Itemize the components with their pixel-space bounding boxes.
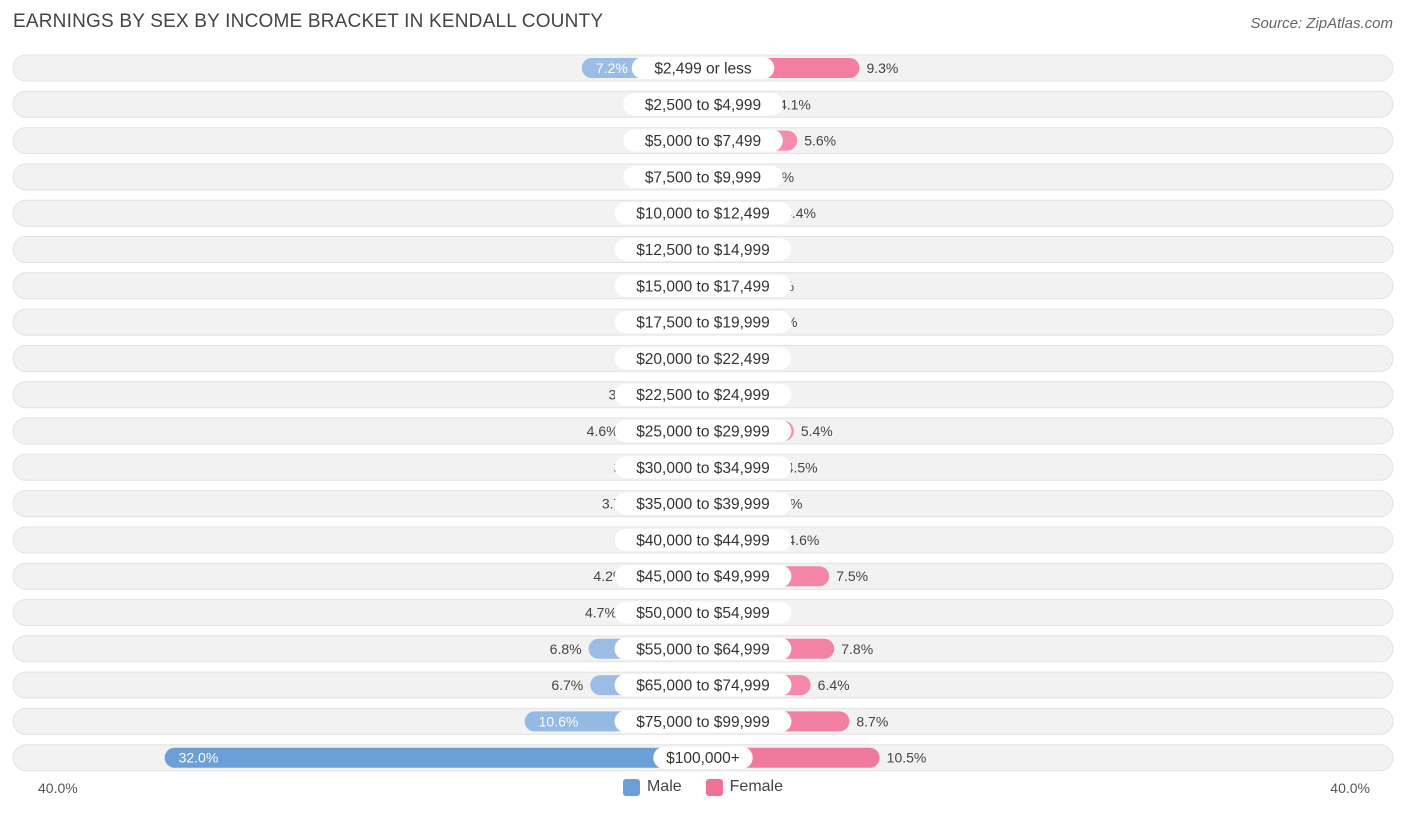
category-pill xyxy=(614,565,792,588)
bar-row: 3.7%3.6%$35,000 to $39,999 xyxy=(12,490,1394,518)
value-label-male: 7.2% xyxy=(596,60,628,76)
bar-row: 3.3%1.8%$22,500 to $24,999 xyxy=(12,381,1394,409)
value-label-female: 9.3% xyxy=(866,60,898,76)
legend-swatch-female xyxy=(705,778,723,796)
category-pill xyxy=(631,57,775,79)
category-label: $2,500 to $4,999 xyxy=(645,97,761,114)
bar-row: 6.7% 6.4% $65,000 to $74,999 xyxy=(12,671,1394,699)
bar-row: 1.8%4.4%$10,000 to $12,499 xyxy=(12,199,1394,227)
category-label: $55,000 to $64,999 xyxy=(636,641,770,658)
value-label-female: 6.4% xyxy=(818,677,850,693)
category-pill xyxy=(614,274,792,297)
value-label-male: 32.0% xyxy=(179,750,219,766)
legend-item-female[interactable]: Female xyxy=(705,778,784,796)
category-pill xyxy=(614,637,792,660)
legend-label-female: Female xyxy=(729,778,784,795)
category-label: $17,500 to $19,999 xyxy=(636,315,770,332)
value-label-female: 7.5% xyxy=(836,568,868,584)
category-label: $35,000 to $39,999 xyxy=(636,496,770,513)
value-label-female: 8.7% xyxy=(856,713,888,729)
bar-male[interactable] xyxy=(164,747,704,768)
chart-title: EARNINGS BY SEX BY INCOME BRACKET IN KEN… xyxy=(13,11,604,32)
category-label: $40,000 to $44,999 xyxy=(636,532,770,549)
value-label-male: 6.8% xyxy=(550,641,582,657)
category-pill xyxy=(614,528,792,551)
category-pill xyxy=(614,674,792,697)
bar-row: 6.8% 7.8% $55,000 to $64,999 xyxy=(12,635,1394,663)
bar-row: 3.0%4.5%$30,000 to $34,999 xyxy=(12,453,1394,481)
category-label: $25,000 to $29,999 xyxy=(636,424,770,441)
bar-row: 0.74%3.3%$17,500 to $19,999 xyxy=(12,308,1394,336)
bar-row: 2.4%4.6%$40,000 to $44,999 xyxy=(12,526,1394,554)
legend-swatch-male xyxy=(622,778,640,796)
bar-row: 1.1%1.3%$20,000 to $22,499 xyxy=(12,344,1394,372)
category-pill xyxy=(614,383,792,406)
category-pill xyxy=(614,311,792,334)
value-label-female: 4.6% xyxy=(787,532,819,548)
bar-row: 4.6% 5.4% $25,000 to $29,999 xyxy=(12,417,1394,445)
category-pill xyxy=(614,710,792,733)
value-label-female: 5.4% xyxy=(801,423,833,439)
category-label: $20,000 to $22,499 xyxy=(636,351,770,368)
axis-label-left: 40.0% xyxy=(38,780,78,796)
value-label-female: 4.5% xyxy=(786,459,818,475)
bar-row: 7.2% 9.3% $2,499 or less xyxy=(12,54,1394,82)
bar-row: 4.2% 7.5%$45,000 to $49,999 xyxy=(12,562,1394,590)
category-pill xyxy=(614,456,792,479)
category-pill xyxy=(623,129,783,152)
category-label: $15,000 to $17,499 xyxy=(636,278,770,295)
category-pill xyxy=(614,601,792,624)
source-note: Source: ZipAtlas.com xyxy=(1250,15,1393,32)
bar-row: 32.0% 10.5% $100,000+ xyxy=(12,744,1394,772)
value-label-female: 7.8% xyxy=(841,641,873,657)
bar-row: 0.93%3.1%$15,000 to $17,499 xyxy=(12,272,1394,300)
category-label: $65,000 to $74,999 xyxy=(636,678,770,695)
value-label-female: 4.1% xyxy=(779,96,811,112)
bar-row: 1.8%4.1%$2,500 to $4,999 xyxy=(12,90,1394,118)
category-label: $50,000 to $54,999 xyxy=(636,605,770,622)
value-label-male: 4.6% xyxy=(587,423,619,439)
category-label: $45,000 to $49,999 xyxy=(636,569,770,586)
category-label: $75,000 to $99,999 xyxy=(636,714,770,731)
legend-label-male: Male xyxy=(646,778,682,795)
category-label: $2,499 or less xyxy=(654,61,752,78)
bar-row: 1.9%3.1%$7,500 to $9,999 xyxy=(12,163,1394,191)
category-pill xyxy=(614,420,792,442)
category-pill xyxy=(614,347,792,370)
category-label: $10,000 to $12,499 xyxy=(636,206,770,223)
category-label: $22,500 to $24,999 xyxy=(636,387,770,404)
category-label: $12,500 to $14,999 xyxy=(636,242,770,259)
category-pill xyxy=(614,492,792,515)
category-label: $100,000+ xyxy=(666,750,740,767)
value-label-female: 10.5% xyxy=(887,750,927,766)
axis-label-right: 40.0% xyxy=(1330,780,1370,796)
category-label: $30,000 to $34,999 xyxy=(636,460,770,477)
category-pill xyxy=(623,165,783,188)
bar-row: 10.6% 8.7% $75,000 to $99,999 xyxy=(12,707,1394,735)
category-pill xyxy=(623,93,783,116)
value-label-female: 4.4% xyxy=(784,205,816,221)
category-label: $5,000 to $7,499 xyxy=(645,133,761,150)
category-pill xyxy=(614,202,792,225)
bar-row: 4.7%2.8%$50,000 to $54,999 xyxy=(12,599,1394,626)
legend: Male Female xyxy=(0,778,1406,796)
category-label: $7,500 to $9,999 xyxy=(645,169,761,186)
category-pill xyxy=(653,746,753,769)
value-label-male: 6.7% xyxy=(551,677,583,693)
legend-item-male[interactable]: Male xyxy=(622,778,682,796)
value-label-male: 4.7% xyxy=(585,605,617,621)
bar-row: 1.1%2.2%$12,500 to $14,999 xyxy=(12,236,1394,263)
value-label-female: 5.6% xyxy=(804,133,836,149)
value-label-male: 10.6% xyxy=(539,713,579,729)
bar-row: 1.7%5.6%$5,000 to $7,499 xyxy=(12,127,1394,155)
category-pill xyxy=(614,238,792,261)
